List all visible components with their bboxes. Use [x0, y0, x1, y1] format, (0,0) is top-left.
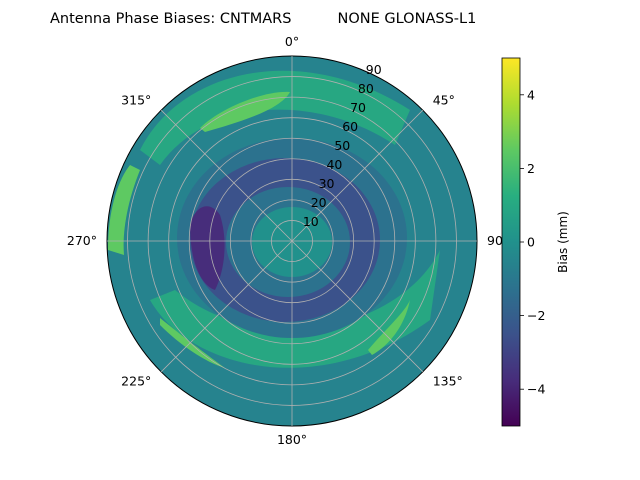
colorbar-tick-label-0: 0 — [527, 235, 535, 250]
r-tick-label-10: 10 — [303, 214, 319, 229]
colorbar-tick-label--4: −4 — [527, 382, 545, 397]
r-tick-label-20: 20 — [311, 195, 327, 210]
angular-tick-labels: 0°45°90°135°180°225°270°315° — [67, 34, 509, 447]
colorbar-fill — [502, 58, 520, 426]
r-tick-label-60: 60 — [342, 119, 358, 134]
grid-spoke-135 — [291, 240, 424, 373]
colorbar-tick-label-2: 2 — [527, 161, 535, 176]
contour-outer-upper — [140, 70, 410, 165]
theta-tick-label-180: 180° — [277, 432, 307, 447]
r-tick-label-80: 80 — [358, 81, 374, 96]
r-tick-label-50: 50 — [334, 138, 350, 153]
colorbar-tick-label-4: 4 — [527, 87, 535, 102]
contour-peak-se — [368, 300, 410, 355]
colorbar-tick-label--2: −2 — [527, 308, 545, 323]
r-tick-label-40: 40 — [326, 157, 342, 172]
grid-spoke-225 — [160, 240, 293, 373]
r-tick-label-90: 90 — [366, 62, 382, 77]
colorbar: −4 −2 0 2 4 Bias (mm) — [501, 57, 570, 427]
r-tick-label-30: 30 — [319, 176, 335, 191]
contour-peak-nw — [200, 91, 290, 132]
grid-spoke-45 — [291, 109, 424, 242]
colorbar-ticks: −4 −2 0 2 4 — [520, 87, 545, 397]
contour-deep-low — [190, 206, 225, 290]
grid-spoke-315 — [160, 109, 293, 242]
theta-tick-label-270: 270° — [67, 233, 97, 248]
chart-title: Antenna Phase Biases: CNTMARS NONE GLONA… — [50, 11, 476, 27]
theta-tick-label-45: 45° — [433, 92, 455, 107]
theta-tick-label-0: 0° — [285, 34, 299, 49]
theta-tick-label-135: 135° — [433, 374, 463, 389]
theta-tick-label-225: 225° — [121, 374, 151, 389]
contour-outer-left — [108, 165, 140, 255]
polar-grid — [107, 56, 477, 426]
radial-tick-labels: 10 20 30 40 50 60 70 80 90 — [303, 62, 382, 229]
colorbar-label: Bias (mm) — [556, 211, 570, 273]
r-tick-label-70: 70 — [350, 100, 366, 115]
theta-tick-label-315: 315° — [121, 92, 151, 107]
